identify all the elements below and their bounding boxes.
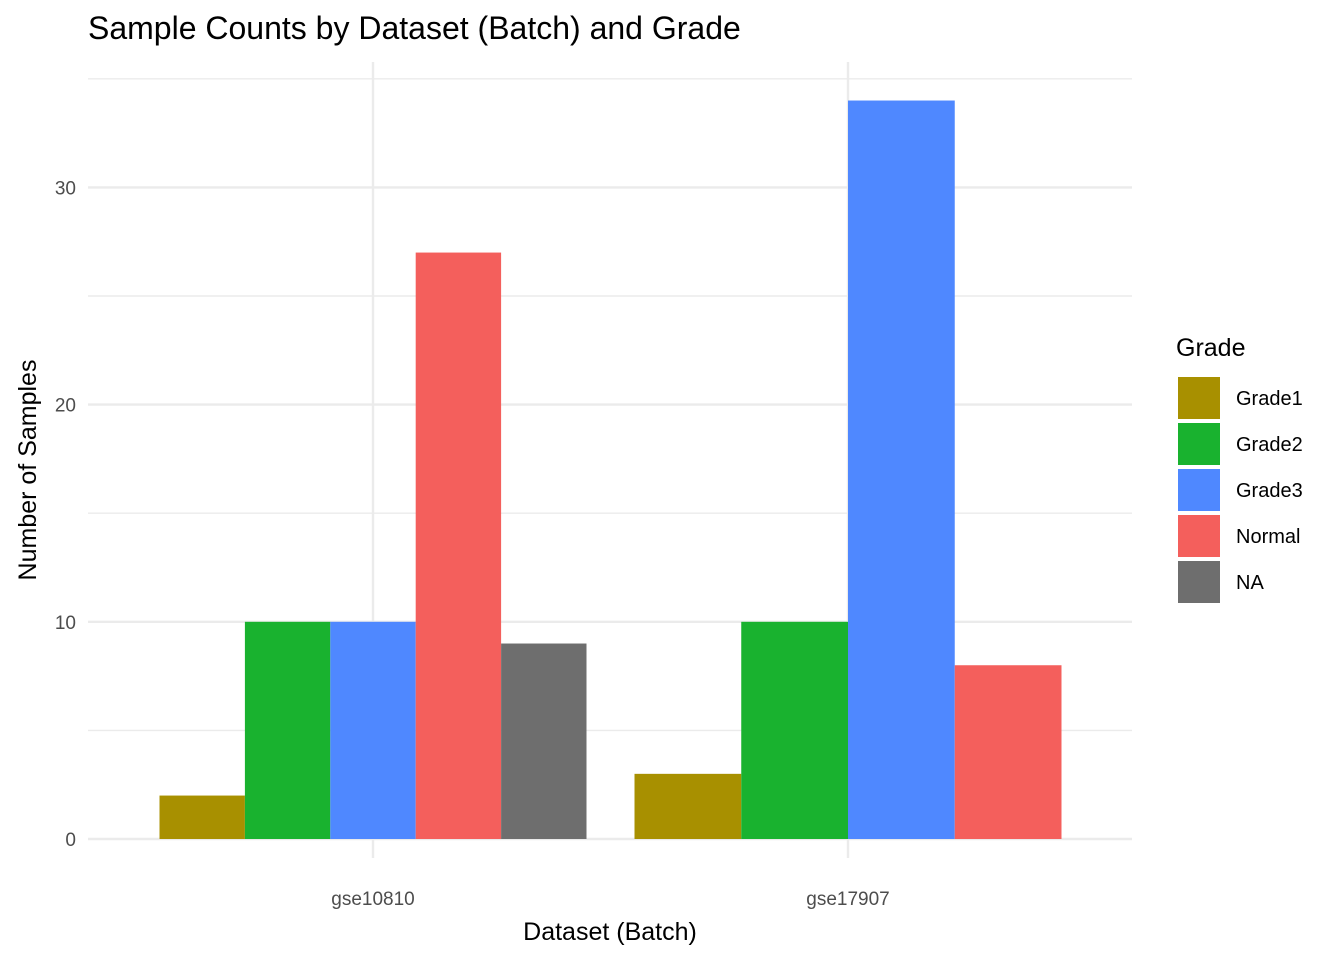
legend-swatch-grade2 xyxy=(1178,423,1220,465)
legend-label-grade1: Grade1 xyxy=(1236,388,1303,410)
bar-gse17907-grade3 xyxy=(848,100,955,839)
legend-title: Grade xyxy=(1176,334,1245,362)
bar-gse17907-grade2 xyxy=(741,621,848,839)
bar-gse17907-normal xyxy=(954,665,1062,839)
x-tick-label: gse10810 xyxy=(331,889,414,910)
legend-label-normal: Normal xyxy=(1236,526,1300,548)
legend-swatch-na xyxy=(1178,561,1220,603)
x-tick-labels: gse10810 gse17907 xyxy=(331,889,889,910)
x-tick-label: gse17907 xyxy=(806,889,889,910)
legend: Grade Grade1 Grade2 Grade3 Normal NA xyxy=(1176,334,1303,603)
bar-gse10810-grade2 xyxy=(244,621,331,839)
legend-swatch-grade3 xyxy=(1178,469,1220,511)
y-axis-title: Number of Samples xyxy=(14,360,42,581)
y-tick-label: 30 xyxy=(55,178,76,199)
bar-gse10810-na xyxy=(501,643,587,839)
legend-items: Grade1 Grade2 Grade3 Normal NA xyxy=(1178,377,1303,603)
bar-gse10810-grade3 xyxy=(330,621,416,839)
bars xyxy=(159,100,1062,839)
y-tick-label: 20 xyxy=(55,396,76,417)
bar-gse10810-normal xyxy=(415,252,502,839)
legend-label-grade2: Grade2 xyxy=(1236,434,1303,456)
bar-gse10810-grade1 xyxy=(159,795,245,839)
y-tick-label: 10 xyxy=(55,613,76,634)
y-tick-labels: 0 10 20 30 xyxy=(55,178,76,851)
chart-title: Sample Counts by Dataset (Batch) and Gra… xyxy=(88,10,741,46)
legend-swatch-grade1 xyxy=(1178,377,1220,419)
legend-label-grade3: Grade3 xyxy=(1236,480,1303,502)
legend-swatch-normal xyxy=(1178,515,1220,557)
legend-label-na: NA xyxy=(1236,572,1264,594)
y-tick-label: 0 xyxy=(65,830,76,851)
x-axis-title: Dataset (Batch) xyxy=(523,918,697,946)
bar-gse17907-grade1 xyxy=(634,773,742,839)
